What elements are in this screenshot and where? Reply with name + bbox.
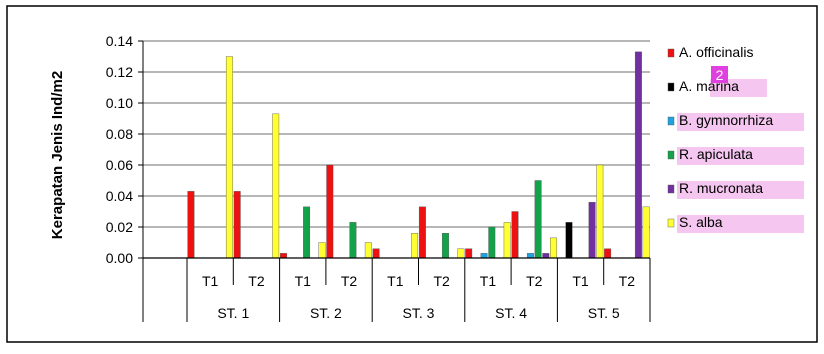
y-tick-label: 0.14 <box>106 33 133 49</box>
y-tick-label: 0.06 <box>106 157 133 173</box>
bar <box>303 206 311 259</box>
x-tick-label: T2 <box>248 273 265 289</box>
bar <box>480 253 488 259</box>
annotation-label: 2 <box>716 67 724 83</box>
y-tick-label: 0.10 <box>106 95 133 111</box>
bar <box>488 226 496 259</box>
bar <box>418 206 426 259</box>
legend-highlight <box>710 79 767 97</box>
bar <box>511 211 519 259</box>
bar <box>225 56 233 259</box>
axes <box>142 41 650 259</box>
bar <box>364 242 372 259</box>
legend-swatch <box>667 218 675 228</box>
bar <box>596 164 604 259</box>
bar <box>503 222 511 259</box>
y-tick-labels: 0.00 0.02 0.04 0.06 0.08 0.10 0.12 0.14 <box>106 33 143 266</box>
x-group-label: ST. 5 <box>588 305 620 321</box>
chart-border <box>6 5 818 343</box>
bar <box>411 232 419 259</box>
y-axis-label: Kerapatan Jenis Ind/m2 <box>49 71 66 239</box>
x-tick-labels: T1 T2 T1 T2 T1 T2 T1 T2 T1 T2 ST. 1 ST. 2 ST. 3 ST. 4… <box>142 258 651 322</box>
bar <box>526 253 534 259</box>
bar <box>280 253 287 259</box>
bar <box>550 237 557 259</box>
x-group-label: ST. 4 <box>495 305 527 321</box>
y-tick-label: 0.04 <box>106 188 133 204</box>
bar <box>272 113 280 259</box>
bar <box>634 51 642 259</box>
legend-label: S. alba <box>679 214 723 230</box>
bar <box>349 222 357 259</box>
x-group-label: ST. 2 <box>310 305 342 321</box>
legend: A. officinalis A. marina B. gymnorrhiza R. … <box>667 44 804 233</box>
bar <box>565 222 573 259</box>
bar <box>534 180 542 259</box>
bar <box>465 248 473 259</box>
legend-swatch <box>667 116 675 126</box>
y-tick-label: 0.00 <box>106 250 133 266</box>
bar <box>588 201 596 259</box>
x-tick-label: T2 <box>526 273 543 289</box>
y-tick-label: 0.02 <box>106 219 133 235</box>
annotation-badge <box>711 66 728 83</box>
bar <box>442 232 449 259</box>
bars <box>187 51 650 259</box>
x-tick-label: T1 <box>572 273 589 289</box>
x-tick-label: T1 <box>202 273 219 289</box>
x-tick-label: T2 <box>341 273 358 289</box>
legend-label: R. apiculata <box>679 146 753 162</box>
bar <box>326 164 334 259</box>
bar <box>457 248 465 259</box>
legend-swatch <box>667 184 675 194</box>
legend-label: A. marina <box>679 78 739 94</box>
bar <box>233 191 241 259</box>
legend-highlight <box>677 147 804 165</box>
bar <box>372 248 380 259</box>
x-tick-label: T1 <box>295 273 312 289</box>
x-tick-label: T2 <box>433 273 450 289</box>
legend-swatch <box>667 48 675 58</box>
legend-label: R. mucronata <box>679 180 763 196</box>
bar <box>318 242 326 259</box>
legend-swatch <box>667 150 675 160</box>
legend-highlight <box>677 113 804 131</box>
x-tick-label: T1 <box>480 273 497 289</box>
legend-label: B. gymnorrhiza <box>679 112 773 128</box>
y-tick-label: 0.08 <box>106 126 133 142</box>
bar <box>187 191 195 259</box>
bar <box>542 253 550 259</box>
bar <box>604 248 612 259</box>
bar <box>642 206 650 259</box>
legend-highlight <box>677 215 804 233</box>
y-tick-label: 0.12 <box>106 64 133 80</box>
x-tick-label: T2 <box>619 273 636 289</box>
legend-swatch <box>667 82 675 92</box>
legend-label: A. officinalis <box>679 44 753 60</box>
x-group-label: ST. 3 <box>403 305 435 321</box>
legend-highlight <box>677 181 804 199</box>
x-tick-label: T1 <box>387 273 404 289</box>
x-group-label: ST. 1 <box>217 305 249 321</box>
